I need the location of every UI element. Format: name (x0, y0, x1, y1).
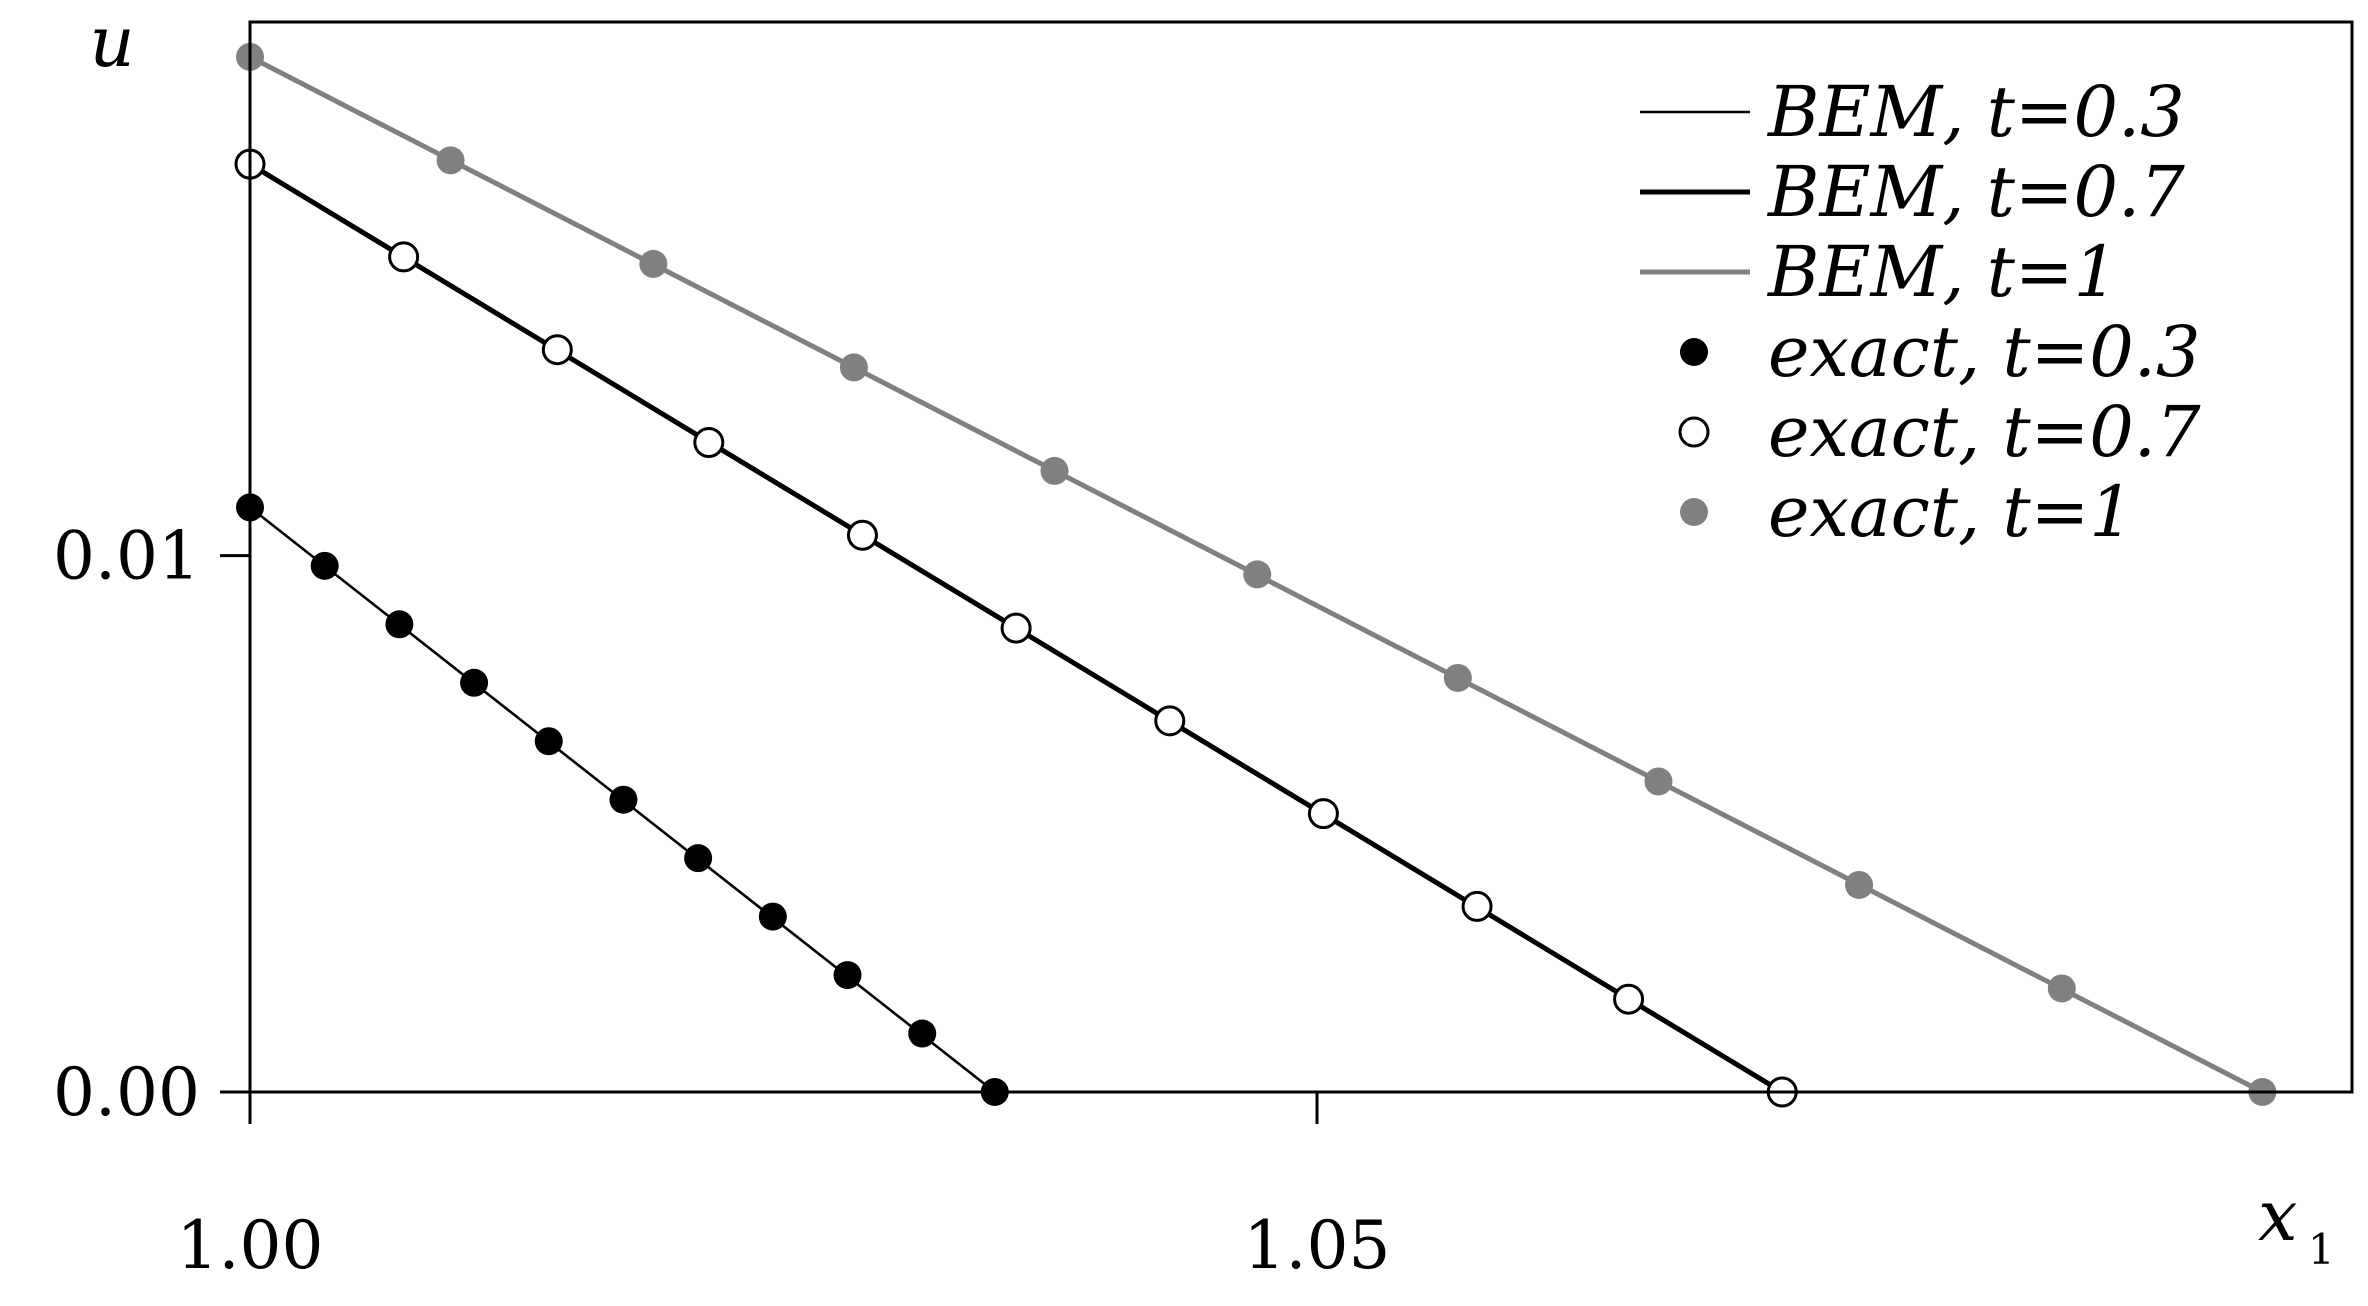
legend-label: BEM, t=1 (1766, 231, 2118, 313)
x-axis-label: x (2258, 1175, 2297, 1257)
data-point (1040, 456, 1069, 485)
data-point (385, 610, 414, 639)
legend-entry: BEM, t=0.3 (1640, 71, 2185, 153)
data-point (839, 353, 868, 382)
data-point (639, 249, 668, 278)
legend-entry: BEM, t=0.7 (1640, 151, 2185, 233)
legend-label: exact, t=0.7 (1768, 391, 2201, 473)
y-tick-label: 0.01 (53, 518, 200, 595)
axes: 1.00 1.05 0.00 0.01 u x 1 (53, 1, 2354, 1284)
data-point (310, 551, 339, 580)
data-point (2047, 974, 2076, 1003)
data-point (1443, 663, 1472, 692)
plot-area (234, 42, 2277, 1108)
legend-swatch-marker (1678, 416, 1710, 448)
data-point (1243, 560, 1272, 589)
data-point (534, 727, 563, 756)
legend-entry: exact, t=0.7 (1678, 391, 2201, 473)
y-tick-label: 0.00 (53, 1054, 200, 1131)
data-point (684, 844, 713, 873)
data-point (460, 668, 489, 697)
data-point (833, 961, 862, 990)
data-point (1613, 983, 1645, 1015)
data-point (436, 146, 465, 175)
data-point (1845, 870, 1874, 899)
data-point (388, 241, 420, 273)
data-point (1461, 890, 1493, 922)
legend-label: BEM, t=0.7 (1766, 151, 2185, 233)
legend-swatch-marker (1680, 498, 1708, 526)
data-point (541, 334, 573, 366)
data-point (846, 519, 878, 551)
data-point (693, 426, 725, 458)
data-point (758, 902, 787, 931)
data-point (1154, 705, 1186, 737)
data-point (1000, 612, 1032, 644)
y-axis-label: u (89, 1, 134, 83)
legend-swatch-marker (1680, 338, 1708, 366)
legend-label: exact, t=1 (1768, 471, 2134, 553)
legend-label: exact, t=0.3 (1768, 311, 2201, 393)
data-point (908, 1019, 937, 1048)
x-tick-label: 1.05 (1244, 1207, 1391, 1284)
legend-entry: BEM, t=1 (1640, 231, 2118, 313)
data-point (1307, 798, 1339, 830)
legend-entry: exact, t=1 (1680, 471, 2134, 553)
legend-entry: exact, t=0.3 (1680, 311, 2201, 393)
legend-label: BEM, t=0.3 (1766, 71, 2185, 153)
x-axis-label-subscript: 1 (2308, 1225, 2335, 1274)
data-point (609, 785, 638, 814)
x-tick-label: 1.00 (177, 1207, 324, 1284)
data-point (1644, 767, 1673, 796)
